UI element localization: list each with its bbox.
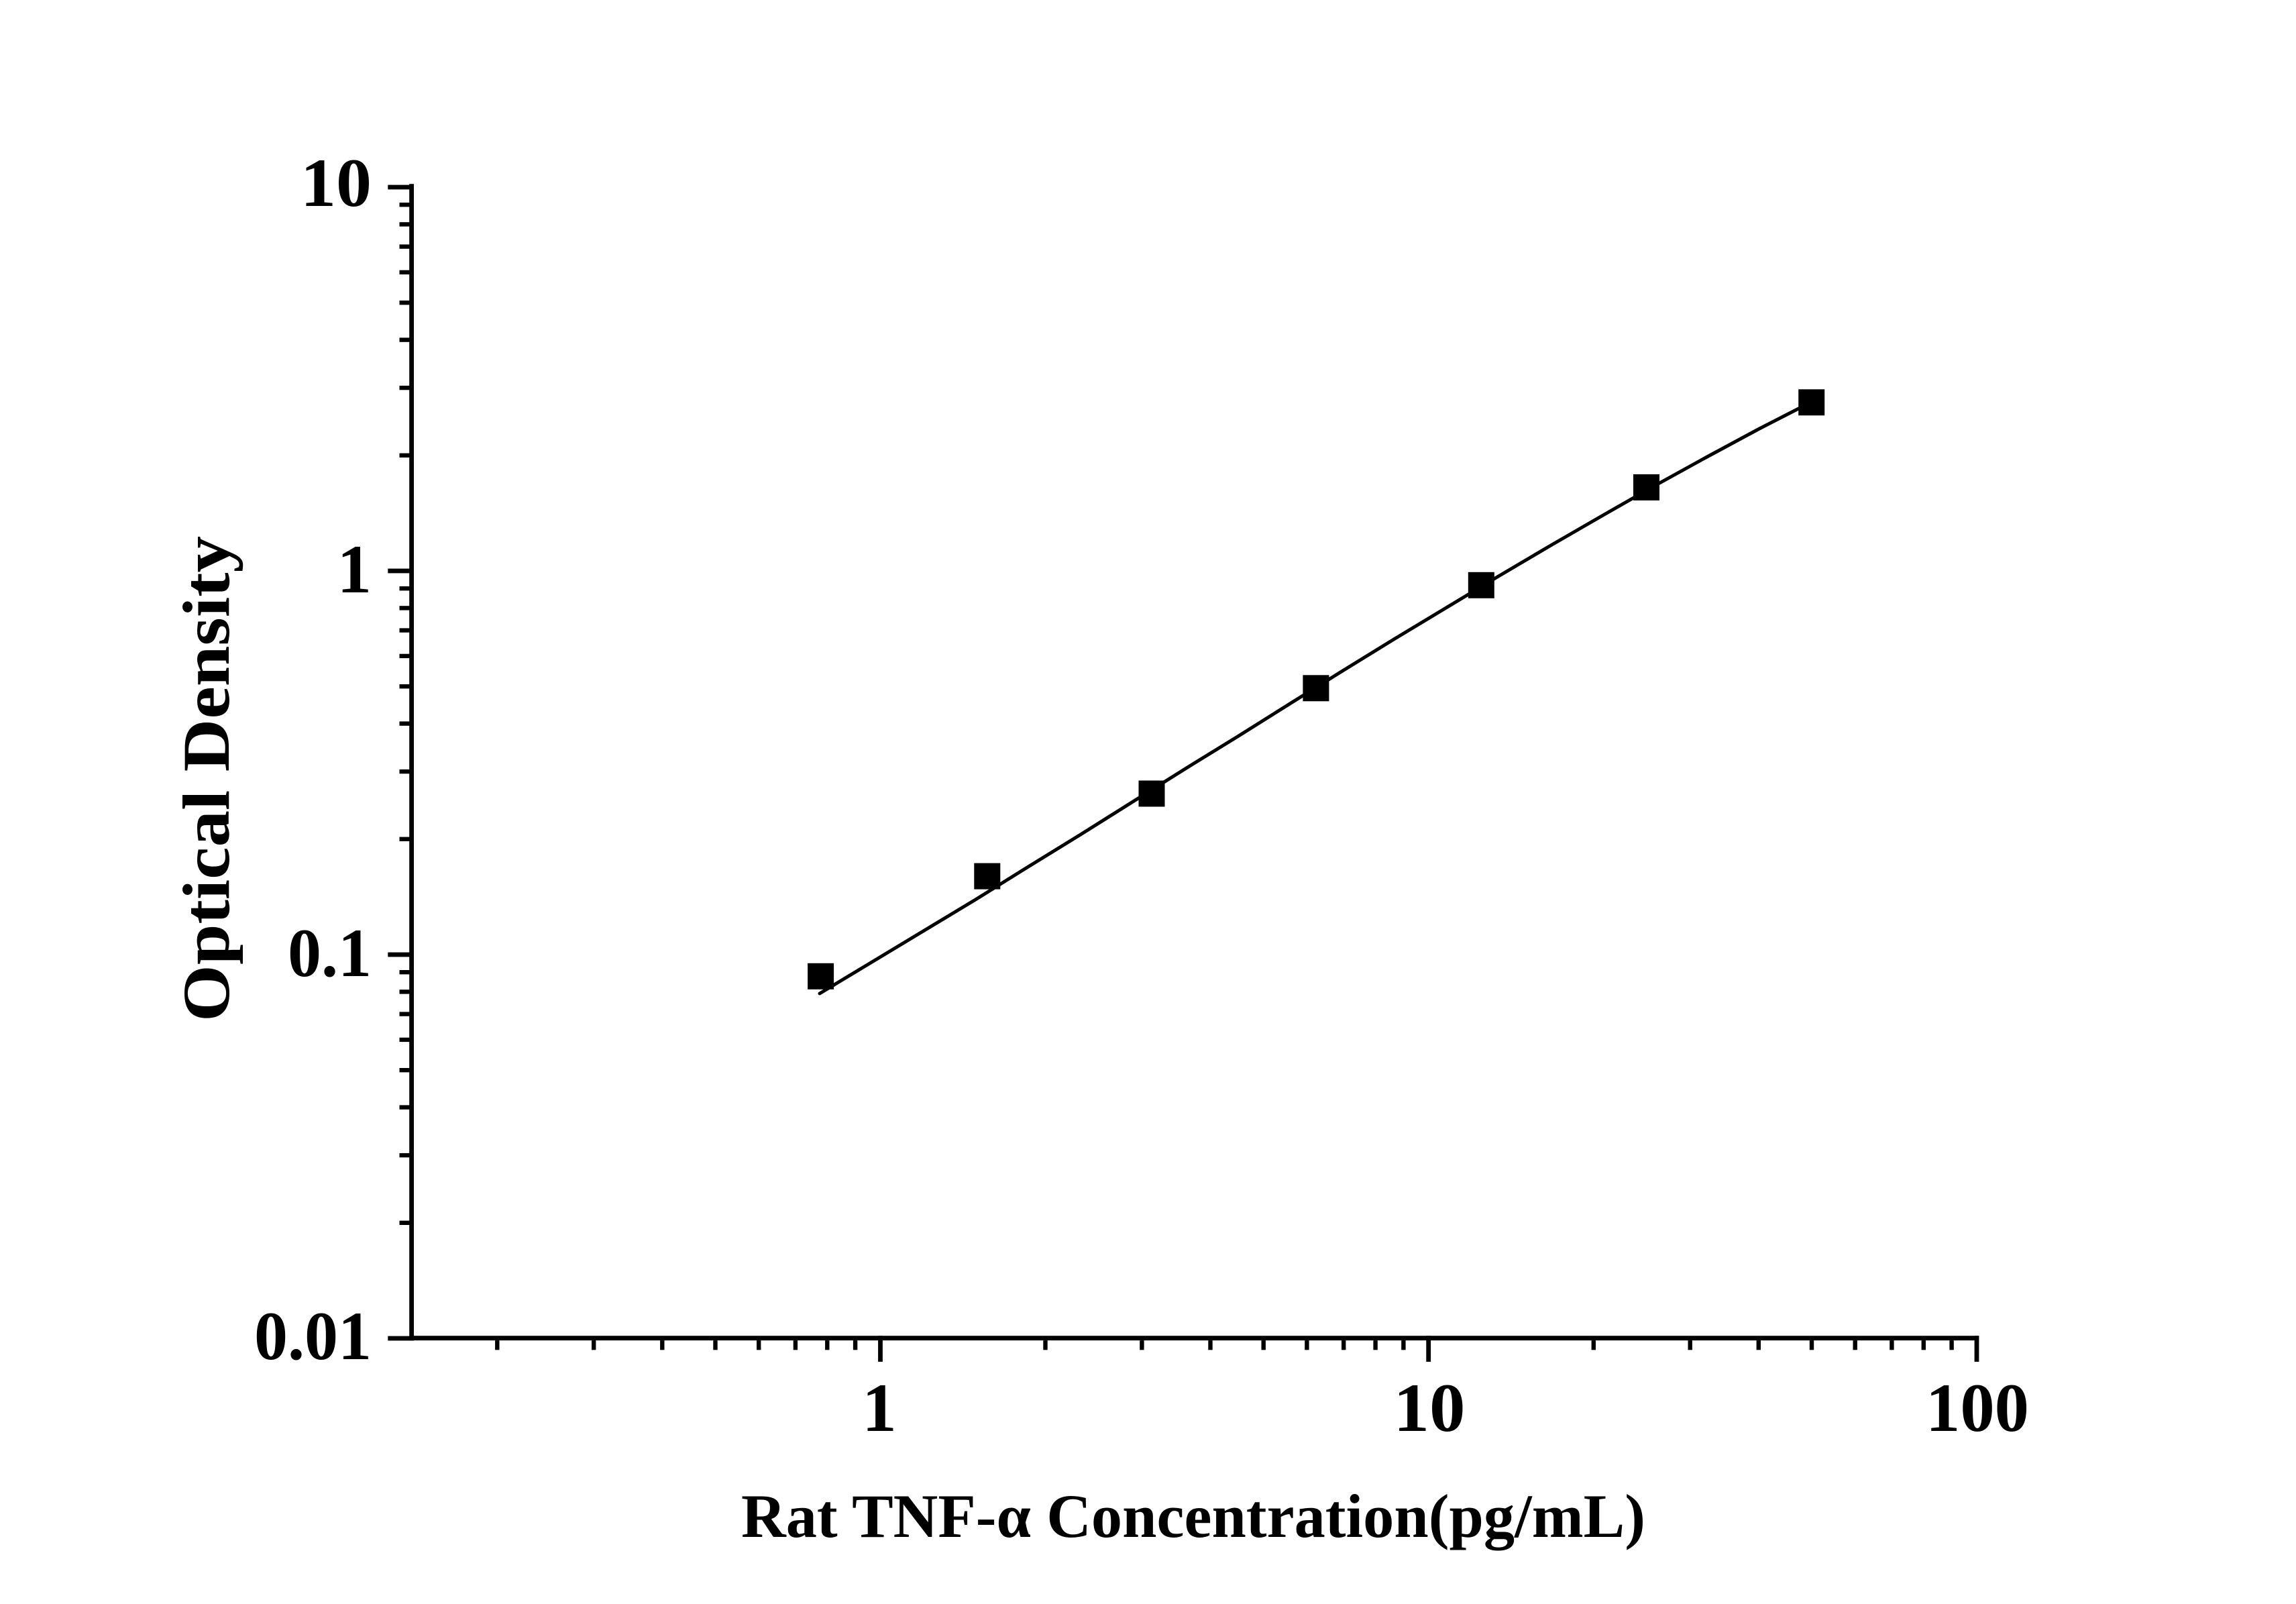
svg-text:0.1: 0.1: [288, 915, 372, 992]
svg-text:1: 1: [337, 531, 372, 608]
svg-text:1: 1: [862, 1370, 897, 1446]
svg-text:Rat TNF-α Concentration(pg/mL): Rat TNF-α Concentration(pg/mL): [741, 1482, 1645, 1550]
svg-text:Optical Density: Optical Density: [169, 536, 243, 1022]
svg-text:10: 10: [300, 145, 372, 221]
svg-text:0.01: 0.01: [254, 1298, 372, 1375]
svg-text:100: 100: [1926, 1370, 2029, 1446]
svg-text:10: 10: [1394, 1370, 1466, 1446]
